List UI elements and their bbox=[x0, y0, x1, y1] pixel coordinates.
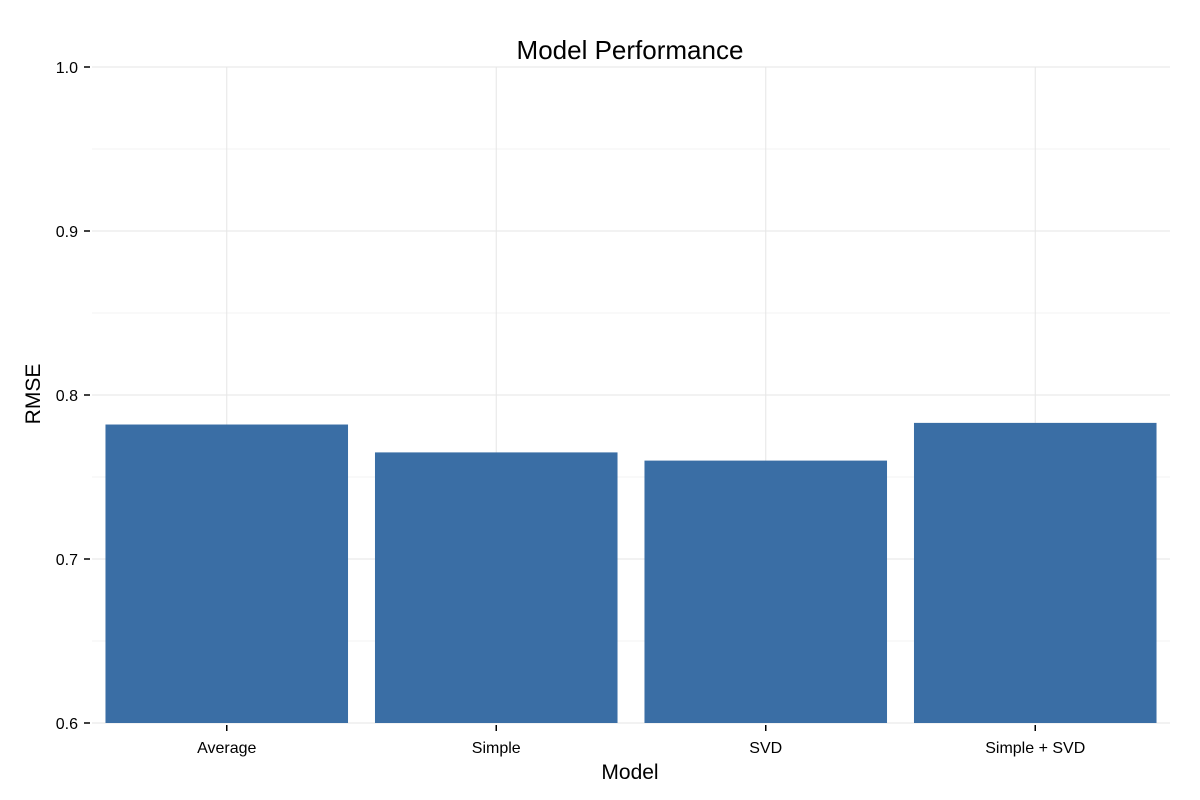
y-tick-label: 0.8 bbox=[56, 388, 78, 405]
y-axis: 0.6 0.7 0.8 0.9 1.0 bbox=[56, 60, 90, 733]
bar-simple bbox=[374, 452, 618, 723]
chart-title: Model Performance bbox=[517, 35, 744, 65]
y-axis-title: RMSE bbox=[22, 364, 45, 425]
y-tick-label: 1.0 bbox=[56, 60, 78, 77]
y-tick-label: 0.7 bbox=[56, 552, 78, 569]
y-tick-label: 0.9 bbox=[56, 224, 78, 241]
bars-group bbox=[105, 422, 1157, 723]
bar-svd bbox=[644, 460, 888, 723]
x-tick-label: Average bbox=[197, 740, 256, 757]
x-axis: Average Simple SVD Simple + SVD bbox=[197, 725, 1085, 757]
x-tick-label: Simple + SVD bbox=[985, 740, 1085, 757]
y-tick-label: 0.6 bbox=[56, 716, 78, 733]
bar-average bbox=[105, 424, 349, 723]
x-axis-title: Model bbox=[601, 761, 658, 784]
x-tick-label: SVD bbox=[749, 740, 782, 757]
x-tick-label: Simple bbox=[472, 740, 521, 757]
bar-simple-svd bbox=[913, 422, 1157, 723]
